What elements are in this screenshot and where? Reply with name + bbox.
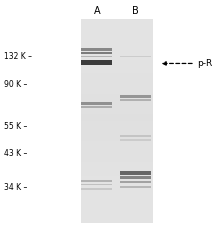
Bar	[81, 188, 112, 190]
Bar	[120, 56, 151, 57]
Bar	[81, 73, 153, 80]
Bar	[81, 210, 153, 216]
Bar	[120, 176, 151, 179]
Bar	[81, 87, 153, 94]
Bar	[81, 56, 112, 57]
Bar	[81, 60, 153, 67]
Bar	[81, 60, 112, 65]
Bar	[81, 94, 153, 101]
Bar	[120, 95, 151, 98]
Bar	[81, 216, 153, 223]
Bar	[81, 182, 153, 189]
Bar	[120, 171, 151, 175]
Bar	[120, 139, 151, 141]
Bar	[81, 162, 153, 169]
Bar	[81, 32, 153, 39]
Bar	[81, 141, 153, 148]
Bar	[81, 203, 153, 210]
Text: 132 K –: 132 K –	[4, 52, 32, 61]
Bar	[81, 135, 153, 141]
Bar	[81, 148, 153, 155]
Bar	[81, 52, 112, 54]
Bar	[81, 121, 153, 128]
Bar	[81, 196, 153, 203]
Bar	[81, 102, 112, 105]
Bar	[81, 114, 153, 121]
Text: 90 K –: 90 K –	[4, 80, 28, 89]
Bar	[81, 80, 153, 87]
Bar	[81, 128, 153, 135]
Text: B: B	[132, 6, 139, 16]
Bar	[81, 53, 153, 60]
Bar	[81, 19, 153, 223]
Bar	[81, 48, 112, 51]
Bar	[81, 107, 153, 114]
Bar	[81, 26, 153, 32]
Bar	[81, 184, 112, 185]
Bar	[120, 181, 151, 183]
Bar	[120, 135, 151, 137]
Text: 55 K –: 55 K –	[4, 122, 28, 131]
Text: 34 K –: 34 K –	[4, 184, 28, 192]
Bar	[81, 180, 112, 182]
Bar	[81, 101, 153, 107]
Bar	[81, 106, 112, 108]
Bar	[81, 19, 153, 26]
Bar	[81, 169, 153, 176]
Text: p-Rb: p-Rb	[197, 59, 213, 68]
Bar	[81, 39, 153, 46]
Bar	[81, 189, 153, 196]
Bar	[81, 67, 153, 73]
Bar	[120, 186, 151, 188]
Bar	[81, 176, 153, 182]
Bar	[120, 99, 151, 101]
Text: 43 K –: 43 K –	[4, 149, 28, 158]
Bar	[81, 46, 153, 53]
Text: A: A	[94, 6, 100, 16]
Bar	[81, 155, 153, 162]
